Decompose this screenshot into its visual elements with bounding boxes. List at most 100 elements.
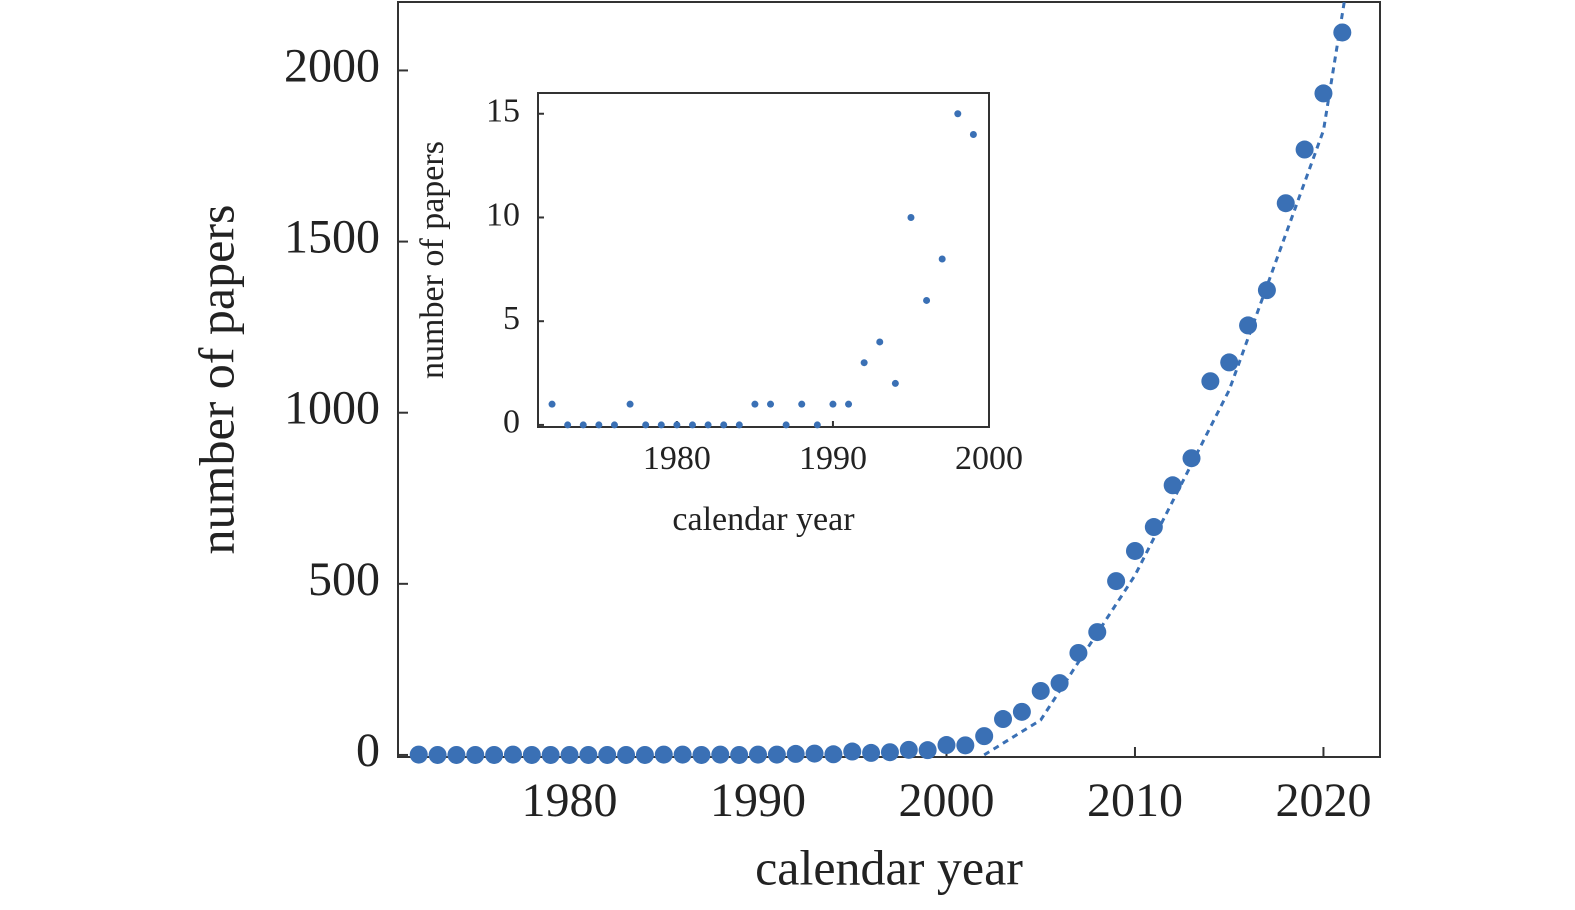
- x-axis-label: calendar year: [755, 839, 1023, 895]
- data-point: [1125, 541, 1144, 560]
- data-point: [845, 400, 853, 408]
- data-point: [617, 745, 636, 764]
- data-point: [560, 745, 579, 764]
- data-point: [730, 745, 749, 764]
- data-point: [876, 338, 884, 346]
- fit-line: [983, 2, 1346, 757]
- data-point: [711, 745, 730, 764]
- data-point: [704, 421, 712, 429]
- y-tick-label: 1500: [284, 211, 380, 264]
- data-point: [692, 745, 711, 764]
- x-tick-label: 2000: [955, 440, 1023, 477]
- data-point: [579, 421, 587, 429]
- data-point: [626, 400, 634, 408]
- data-point: [805, 744, 824, 763]
- data-point: [1031, 681, 1050, 700]
- plot-frame: [537, 92, 990, 428]
- data-point: [1069, 643, 1088, 662]
- data-point: [522, 745, 541, 764]
- data-point: [503, 745, 522, 764]
- y-tick-label: 0: [356, 724, 380, 777]
- data-point: [938, 255, 946, 263]
- data-point: [862, 743, 881, 762]
- y-tick-label: 5: [503, 300, 520, 337]
- data-point: [673, 745, 692, 764]
- data-point: [598, 745, 617, 764]
- x-axis-label: calendar year: [672, 501, 855, 538]
- data-point: [891, 379, 899, 387]
- data-point: [595, 421, 603, 429]
- data-point: [579, 745, 598, 764]
- y-tick-label: 15: [486, 93, 520, 130]
- data-point: [720, 421, 728, 429]
- data-point: [843, 742, 862, 761]
- data-point: [610, 421, 618, 429]
- data-point: [824, 745, 843, 764]
- data-point: [1107, 572, 1126, 591]
- data-point: [899, 740, 918, 759]
- data-point: [1182, 449, 1201, 468]
- x-tick-label: 1990: [710, 774, 806, 827]
- y-tick-label: 0: [503, 404, 520, 441]
- data-point: [735, 421, 743, 429]
- y-tick-label: 500: [308, 553, 380, 606]
- x-tick-label: 2020: [1275, 774, 1371, 827]
- data-point: [767, 745, 786, 764]
- data-point: [782, 421, 790, 429]
- data-point: [654, 745, 673, 764]
- data-point: [907, 213, 915, 221]
- data-point: [786, 744, 805, 763]
- data-point: [1276, 194, 1295, 213]
- y-tick-label: 10: [486, 196, 520, 233]
- data-point: [548, 400, 556, 408]
- data-point: [1220, 353, 1239, 372]
- data-point: [767, 400, 775, 408]
- data-point: [466, 745, 485, 764]
- data-point: [657, 421, 665, 429]
- data-point: [994, 710, 1013, 729]
- data-point: [1333, 23, 1352, 42]
- data-point: [642, 421, 650, 429]
- data-point: [1295, 140, 1314, 159]
- data-point: [1257, 281, 1276, 300]
- data-point: [447, 745, 466, 764]
- data-point: [954, 110, 962, 118]
- data-point: [428, 745, 447, 764]
- data-point: [829, 400, 837, 408]
- y-axis-label: number of papers: [414, 141, 451, 379]
- data-point: [1088, 623, 1107, 642]
- data-point: [564, 421, 572, 429]
- x-tick-label: 2000: [898, 774, 994, 827]
- data-point: [937, 736, 956, 755]
- x-tick-label: 1980: [522, 774, 618, 827]
- x-tick-label: 1980: [643, 440, 711, 477]
- data-point: [1144, 518, 1163, 537]
- data-point: [969, 130, 977, 138]
- data-point: [688, 421, 696, 429]
- data-point: [409, 745, 428, 764]
- data-point: [1201, 372, 1220, 391]
- y-axis-label: number of papers: [188, 205, 244, 555]
- data-point: [923, 296, 931, 304]
- x-tick-label: 1990: [799, 440, 867, 477]
- data-point: [751, 400, 759, 408]
- data-point: [860, 359, 868, 367]
- data-point: [541, 745, 560, 764]
- data-point: [635, 745, 654, 764]
- data-point: [1012, 702, 1031, 721]
- data-point: [749, 745, 768, 764]
- data-point: [918, 741, 937, 760]
- data-point: [1050, 674, 1069, 693]
- data-point: [956, 736, 975, 755]
- data-point: [1163, 476, 1182, 495]
- data-point: [880, 743, 899, 762]
- y-tick-label: 1000: [284, 382, 380, 435]
- data-point: [673, 421, 681, 429]
- y-tick-label: 2000: [284, 39, 380, 92]
- data-point: [1314, 84, 1333, 103]
- data-point: [485, 745, 504, 764]
- x-tick-label: 2010: [1087, 774, 1183, 827]
- data-point: [1239, 316, 1258, 335]
- data-point: [975, 727, 994, 746]
